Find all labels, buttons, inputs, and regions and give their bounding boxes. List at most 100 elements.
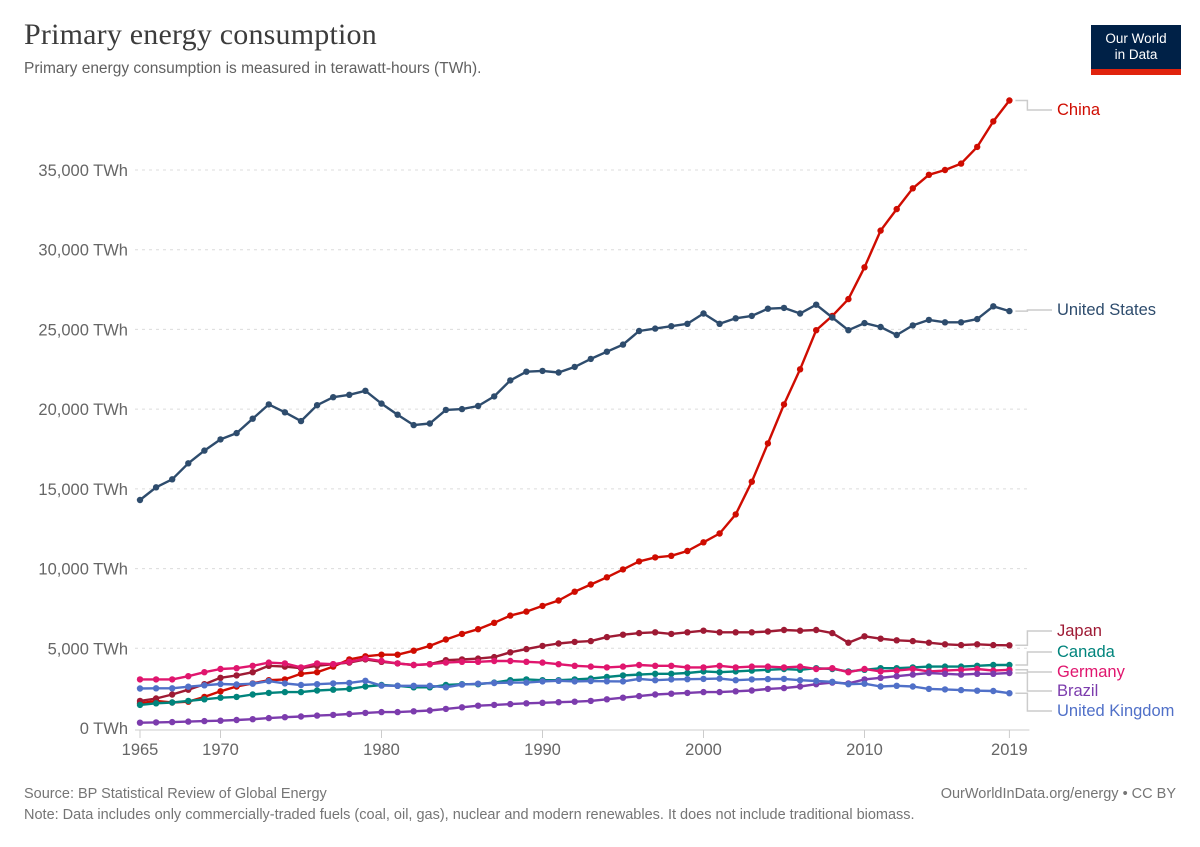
- data-point-china-2009[interactable]: [845, 295, 852, 303]
- data-point-germany-1975[interactable]: [297, 664, 305, 671]
- data-point-japan-1995[interactable]: [619, 631, 627, 638]
- data-point-brazil-1992[interactable]: [571, 698, 578, 705]
- data-point-japan-2002[interactable]: [732, 629, 739, 636]
- data-point-united-states-1971[interactable]: [233, 429, 240, 437]
- data-point-united-kingdom-1969[interactable]: [201, 682, 208, 689]
- data-point-united-kingdom-1999[interactable]: [684, 676, 691, 683]
- data-point-china-1976[interactable]: [313, 669, 321, 676]
- data-point-germany-1981[interactable]: [394, 660, 401, 667]
- data-point-germany-2010[interactable]: [861, 665, 868, 673]
- data-point-brazil-1975[interactable]: [297, 713, 305, 720]
- data-point-united-states-2017[interactable]: [974, 315, 981, 323]
- data-point-united-kingdom-1989[interactable]: [523, 679, 530, 686]
- data-point-brazil-1971[interactable]: [233, 716, 240, 724]
- legend-label-united-states[interactable]: United States: [1057, 301, 1157, 319]
- data-point-united-kingdom-2011[interactable]: [877, 683, 884, 690]
- data-point-united-kingdom-2007[interactable]: [813, 677, 820, 685]
- data-point-germany-2002[interactable]: [732, 664, 739, 671]
- data-point-united-kingdom-1998[interactable]: [668, 676, 675, 683]
- data-point-germany-2013[interactable]: [909, 665, 916, 673]
- data-point-brazil-1978[interactable]: [346, 710, 353, 718]
- data-point-united-states-1993[interactable]: [587, 355, 594, 363]
- data-point-china-2003[interactable]: [748, 478, 755, 485]
- data-point-brazil-1982[interactable]: [410, 708, 417, 715]
- data-point-germany-1997[interactable]: [652, 662, 659, 669]
- data-point-united-kingdom-1986[interactable]: [474, 680, 482, 687]
- data-point-japan-1989[interactable]: [523, 645, 530, 653]
- data-point-united-states-2004[interactable]: [764, 305, 772, 312]
- data-point-china-1990[interactable]: [539, 602, 546, 610]
- data-point-canada-1978[interactable]: [346, 685, 353, 693]
- data-point-united-states-1999[interactable]: [684, 320, 691, 327]
- data-point-brazil-2001[interactable]: [716, 688, 723, 696]
- data-point-china-1975[interactable]: [297, 670, 305, 677]
- data-point-china-1984[interactable]: [442, 636, 450, 643]
- data-point-united-states-1970[interactable]: [217, 436, 224, 443]
- data-point-canada-1966[interactable]: [152, 700, 160, 707]
- data-point-brazil-1994[interactable]: [603, 696, 611, 703]
- data-point-germany-2011[interactable]: [877, 668, 884, 675]
- data-point-canada-1965[interactable]: [136, 701, 144, 709]
- data-point-united-kingdom-1980[interactable]: [378, 682, 385, 689]
- data-point-united-states-1986[interactable]: [474, 402, 482, 410]
- data-point-brazil-2016[interactable]: [957, 671, 965, 678]
- data-point-brazil-2011[interactable]: [877, 674, 884, 681]
- data-point-united-kingdom-1984[interactable]: [442, 684, 450, 691]
- data-point-united-states-1983[interactable]: [426, 420, 433, 427]
- data-point-united-states-1980[interactable]: [378, 400, 385, 407]
- data-point-china-1983[interactable]: [426, 642, 433, 650]
- data-point-germany-1985[interactable]: [458, 658, 466, 665]
- data-point-brazil-1985[interactable]: [458, 704, 466, 711]
- data-point-united-states-1992[interactable]: [571, 363, 578, 371]
- data-point-japan-1997[interactable]: [652, 629, 659, 636]
- data-point-united-kingdom-2001[interactable]: [716, 675, 723, 682]
- data-point-united-kingdom-1996[interactable]: [635, 675, 643, 683]
- data-point-brazil-1996[interactable]: [635, 692, 643, 700]
- data-point-china-1999[interactable]: [684, 547, 691, 555]
- data-point-china-1987[interactable]: [491, 619, 498, 626]
- data-point-united-states-2016[interactable]: [957, 319, 965, 326]
- data-point-united-states-1991[interactable]: [555, 369, 562, 376]
- data-point-japan-1990[interactable]: [539, 642, 546, 650]
- data-point-united-states-2010[interactable]: [861, 319, 868, 327]
- data-point-united-kingdom-2015[interactable]: [941, 686, 949, 693]
- data-point-germany-2017[interactable]: [974, 665, 981, 673]
- data-point-china-2001[interactable]: [716, 530, 723, 537]
- data-point-germany-2008[interactable]: [829, 665, 836, 672]
- data-point-canada-1969[interactable]: [201, 696, 208, 703]
- data-point-united-states-2014[interactable]: [925, 316, 933, 324]
- series-points-united-kingdom[interactable]: [136, 675, 1013, 697]
- data-point-germany-2009[interactable]: [845, 669, 852, 676]
- data-point-united-kingdom-1968[interactable]: [185, 683, 192, 690]
- data-point-united-kingdom-2009[interactable]: [845, 681, 852, 688]
- data-point-united-kingdom-1976[interactable]: [313, 681, 321, 688]
- data-point-united-kingdom-1992[interactable]: [571, 678, 578, 685]
- data-point-china-1980[interactable]: [378, 651, 385, 658]
- data-point-germany-1977[interactable]: [330, 661, 337, 668]
- data-point-canada-2018[interactable]: [990, 661, 997, 669]
- data-point-united-kingdom-1974[interactable]: [281, 680, 289, 687]
- data-point-united-states-1974[interactable]: [281, 409, 289, 416]
- data-point-germany-2006[interactable]: [796, 663, 804, 670]
- data-point-china-2010[interactable]: [861, 264, 868, 271]
- data-point-united-kingdom-2008[interactable]: [829, 678, 836, 685]
- data-point-germany-1968[interactable]: [185, 673, 192, 680]
- data-point-brazil-1976[interactable]: [313, 712, 321, 719]
- data-point-germany-1989[interactable]: [523, 658, 530, 665]
- data-point-brazil-1995[interactable]: [619, 694, 627, 701]
- data-point-germany-1967[interactable]: [169, 676, 176, 683]
- data-point-united-states-1978[interactable]: [346, 391, 353, 398]
- data-point-germany-1970[interactable]: [217, 665, 224, 673]
- data-point-canada-1995[interactable]: [619, 672, 627, 679]
- data-point-united-kingdom-1982[interactable]: [410, 682, 417, 689]
- data-point-united-kingdom-1967[interactable]: [169, 685, 176, 692]
- data-point-brazil-1997[interactable]: [652, 691, 659, 698]
- data-point-canada-1997[interactable]: [652, 670, 659, 677]
- data-point-united-states-2009[interactable]: [845, 327, 852, 334]
- data-point-brazil-1977[interactable]: [330, 711, 337, 719]
- data-point-brazil-1973[interactable]: [265, 714, 272, 722]
- data-point-brazil-1969[interactable]: [201, 717, 208, 725]
- data-point-germany-1982[interactable]: [410, 661, 417, 669]
- data-point-china-2000[interactable]: [700, 539, 707, 546]
- data-point-germany-1987[interactable]: [491, 657, 498, 665]
